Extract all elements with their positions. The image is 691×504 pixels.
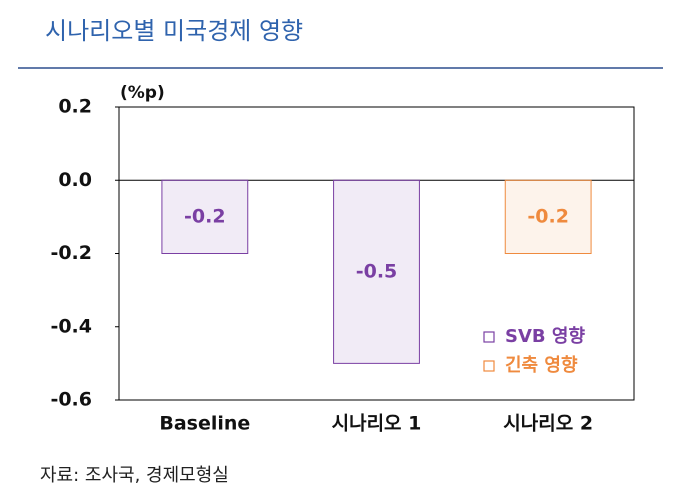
- unit-label: (%p): [120, 83, 165, 103]
- legend-label: 긴축 영향: [505, 355, 578, 376]
- data-label: -0.5: [356, 260, 398, 282]
- bar: [161, 179, 249, 254]
- legend-label: SVB 영향: [505, 326, 585, 347]
- bar: [333, 179, 420, 364]
- y-tick-label: -0.2: [50, 242, 92, 264]
- data-label: -0.2: [184, 205, 226, 227]
- x-tick-label: Baseline: [159, 413, 250, 435]
- y-tick-label: 0.0: [58, 169, 92, 191]
- source-note: 자료: 조사국, 경제모형실: [40, 465, 229, 486]
- x-tick-label: 시나리오 1: [332, 413, 422, 435]
- data-label: -0.2: [527, 205, 569, 227]
- chart-title: 시나리오별 미국경제 영향: [45, 17, 303, 45]
- legend-marker: [483, 331, 495, 343]
- y-tick-label: -0.6: [50, 389, 92, 411]
- y-tick-label: 0.2: [58, 96, 92, 118]
- x-tick-label: 시나리오 2: [503, 413, 593, 435]
- y-tick-label: -0.4: [50, 315, 92, 337]
- bar: [504, 179, 592, 254]
- legend-marker: [483, 360, 495, 372]
